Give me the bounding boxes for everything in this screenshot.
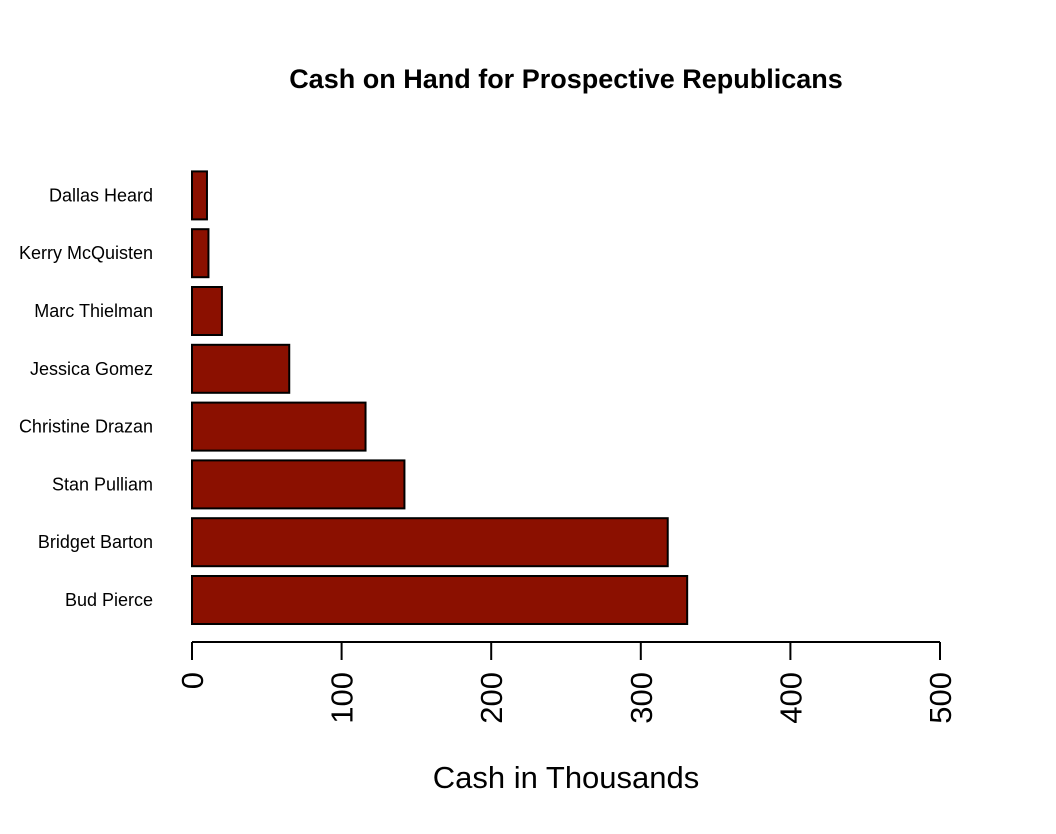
x-tick-label: 400	[773, 672, 808, 724]
bar-jessica-gomez	[191, 343, 291, 394]
category-label: Marc Thielman	[34, 301, 153, 321]
bar-bridget-barton	[191, 517, 669, 568]
bars-group	[191, 170, 689, 625]
category-label: Dallas Heard	[49, 185, 153, 205]
category-label: Stan Pulliam	[52, 474, 153, 494]
bar-dallas-heard	[191, 170, 208, 221]
category-label: Bridget Barton	[38, 532, 153, 552]
x-axis: 0 100 200 300 400 500	[175, 641, 958, 724]
bar-bud-pierce	[191, 575, 689, 625]
category-label: Jessica Gomez	[30, 359, 153, 379]
category-label: Bud Pierce	[65, 590, 153, 610]
x-axis-label: Cash in Thousands	[433, 760, 700, 795]
chart-title: Cash on Hand for Prospective Republicans	[289, 64, 843, 94]
category-label: Kerry McQuisten	[19, 243, 153, 263]
x-tick-label: 100	[325, 672, 360, 724]
category-labels: Bud Pierce Bridget Barton Stan Pulliam Chri…	[19, 185, 153, 610]
bar-christine-drazan	[191, 401, 367, 452]
x-tick-label: 0	[175, 672, 210, 689]
x-tick-label: 300	[624, 672, 659, 724]
x-tick-label: 500	[923, 672, 958, 724]
bar-stan-pulliam	[191, 459, 406, 510]
bar-marc-thielman	[191, 286, 223, 336]
category-label: Christine Drazan	[19, 417, 153, 437]
bar-kerry-mcquisten	[191, 228, 210, 279]
x-tick-label: 200	[474, 672, 509, 724]
